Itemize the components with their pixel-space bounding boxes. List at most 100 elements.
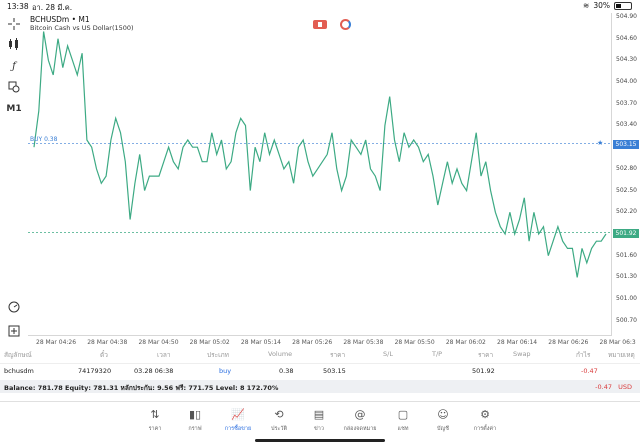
trade-icon: 📈 [231,408,245,421]
news-icon: ▤ [313,408,325,421]
function-icon[interactable]: ƒ [12,60,16,72]
table-header-cell[interactable]: ราคา [330,351,346,359]
nav-item[interactable]: ⚙ การตั้งค่า [465,408,505,433]
settings-icon: ⚙ [480,408,490,421]
nav-label: กล่องจดหมาย [343,426,377,432]
one-click-trading-icon[interactable] [313,20,327,29]
add-window-icon[interactable] [6,323,22,339]
nav-item[interactable]: ☺ บัญชี [423,408,463,433]
positions-table-header: สัญลักษณ์ ตั๋ว เวลา ประเภท Volume ราคา S/L T/P ร… [0,348,640,361]
chart-area[interactable] [28,13,612,336]
price-series-line [33,31,607,278]
table-header-cell[interactable]: เวลา [157,351,171,359]
nav-label: กราฟ [188,426,202,432]
table-header-cell[interactable]: T/P [432,350,443,358]
price-tick-label: 503.40 [616,121,637,129]
time-tick-label: 28 Mar 05:14 [240,339,281,346]
table-header-cell[interactable]: ประเภท [207,351,229,359]
time-tick-label: 28 Mar 04:50 [138,339,179,346]
nav-label: แชท [397,426,409,432]
balance-text: Balance: 781.78 Equity: 781.31 หลักประกั… [4,384,279,392]
indicators-icon[interactable] [6,36,22,52]
table-header-cell[interactable]: กำไร [576,351,591,359]
balance-profit: -0.47 [595,383,612,391]
speed-icon[interactable] [6,299,22,315]
position-type: buy [219,367,232,375]
position-symbol: bchusdm [4,367,34,375]
position-ticket: 74179320 [78,367,112,375]
position-row[interactable]: bchusdm 74179320 03.28 06:38 buy 0.38 50… [0,365,640,379]
table-header-cell[interactable]: ราคา [478,351,494,359]
time-tick-label: 28 Mar 04:26 [36,339,77,346]
date: อา. 28 มี.ค. [32,3,73,12]
objects-icon[interactable] [6,79,22,95]
table-header-cell[interactable]: สัญลักษณ์ [4,351,32,359]
time-tick-label: 28 Mar 05:38 [343,339,384,346]
chat-icon: ▢ [397,408,409,421]
nav-item[interactable]: ▢ แชท [383,408,423,433]
nav-item[interactable]: @ กล่องจดหมาย [340,408,380,433]
nav-label: ประวัติ [270,426,288,432]
position-open-price: 503.15 [323,367,346,375]
time-tick-label: 28 Mar 06:02 [445,339,486,346]
nav-item[interactable]: 📈 การซื้อขาย [218,408,258,433]
nav-item[interactable]: ▤ ข่าว [299,408,339,433]
price-tick-label: 502.50 [616,186,637,194]
buy-price-tag: 503.15 [613,139,639,149]
nav-item[interactable]: ▮▯ กราฟ [175,408,215,433]
mailbox-icon: @ [354,408,366,421]
time-tick-label: 28 Mar 05:26 [292,339,333,346]
time-tick-label: 28 Mar 05:02 [189,339,230,346]
position-current-price: 501.92 [472,367,495,375]
home-indicator [255,439,385,442]
current-price-tag: 501.92 [613,228,639,238]
balance-currency: USD [618,383,632,391]
table-header-cell[interactable]: Swap [513,350,531,358]
price-tick-label: 500.70 [616,316,637,324]
time-tick-label: 28 Mar 04:38 [87,339,128,346]
nav-label: ข่าว [314,426,324,432]
table-header-cell[interactable]: Volume [268,350,293,358]
time-axis: 28 Mar 04:26 28 Mar 04:38 28 Mar 04:50 28 M… [28,336,636,348]
account-icon: ☺ [437,408,449,421]
table-divider [0,363,640,364]
chart-toolbar: ƒ M1 [0,13,28,343]
nav-label: ราคา [148,426,162,432]
time-tick-label: 28 Mar 06:26 [548,339,589,346]
clock: 13:38 [7,2,29,11]
price-tick-label: 502.80 [616,164,637,172]
chart-symbol: BCHUSDm • M1 [30,15,90,24]
position-time: 03.28 06:38 [134,367,174,375]
status-right: ≋ 30% [583,1,632,10]
chart-icon: ▮▯ [188,408,202,421]
history-icon: ⟲ [274,408,284,421]
table-header-cell[interactable]: S/L [383,350,393,358]
nav-label: การซื้อขาย [224,426,252,432]
price-tick-label: 502.20 [616,208,637,216]
price-tick-label: 504.60 [616,34,637,42]
buy-marker-icon: ★ [597,138,604,147]
wifi-icon: ≋ [583,1,590,10]
price-tick-label: 504.30 [616,56,637,64]
price-tick-label: 501.30 [616,273,637,281]
nav-label: บัญชี [437,426,449,432]
position-profit: -0.47 [581,367,598,375]
price-tick-label: 504.90 [616,13,637,20]
sync-icon[interactable] [340,19,351,30]
nav-item[interactable]: ⟲ ประวัติ [259,408,299,433]
quotes-icon: ⇅ [150,408,160,421]
table-header-cell[interactable]: หมายเหตุ [608,351,635,359]
price-axis: 504.90 504.60 504.30 504.00 503.70 503.40 503.… [613,13,640,336]
price-tick-label: 501.00 [616,295,637,303]
nav-label: การตั้งค่า [473,426,497,432]
timeframe-button[interactable]: M1 [6,104,22,114]
nav-item[interactable]: ⇅ ราคา [135,408,175,433]
price-chart [28,31,612,278]
one-click-trading-icon-inner [318,22,322,27]
time-tick-label: 28 Mar 06:3 [599,339,636,346]
crosshair-icon[interactable] [6,16,22,32]
table-header-cell[interactable]: ตั๋ว [100,351,108,359]
buy-line-label: BUY 0.38 [30,136,58,143]
price-tick-label: 504.00 [616,78,637,86]
battery-icon [614,1,632,10]
